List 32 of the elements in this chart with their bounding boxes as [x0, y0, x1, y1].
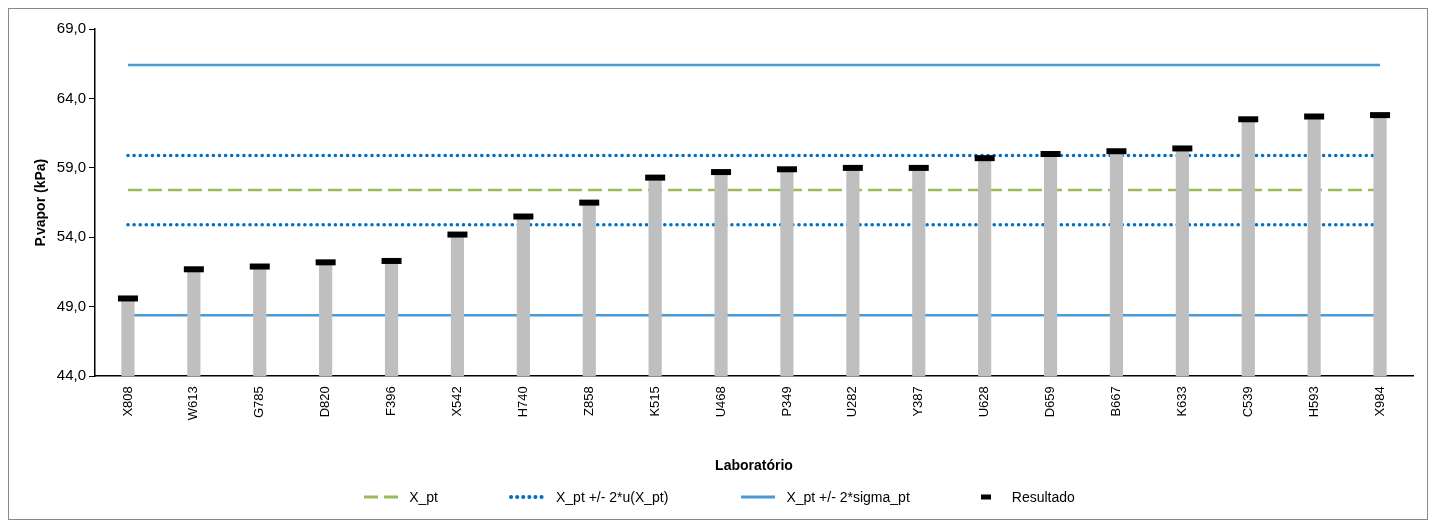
x-tick-label: H740: [514, 386, 530, 418]
legend-label: X_pt: [409, 489, 438, 505]
x-tick-label: D820: [317, 386, 333, 418]
x-tick-label: Z858: [580, 386, 596, 416]
x-tick-label: B667: [1108, 386, 1124, 417]
y-tick-label: 44,0: [56, 366, 86, 384]
x-tick-label: U282: [844, 386, 860, 418]
x-tick-label: K633: [1173, 386, 1189, 417]
x-tick-label: C539: [1239, 386, 1255, 418]
x-tick-label: U628: [976, 386, 992, 418]
y-axis-title: P.vapor (kPa): [32, 158, 49, 247]
x-tick-label: K515: [646, 386, 662, 417]
x-tick-label: W613: [185, 386, 201, 421]
x-tick-label: U468: [712, 386, 728, 418]
x-tick-label: F396: [383, 386, 399, 416]
y-tick-label: 54,0: [56, 227, 86, 245]
legend-label: X_pt +/- 2*sigma_pt: [786, 489, 910, 505]
x-tick-label: D659: [1042, 386, 1058, 418]
x-tick-label: H593: [1305, 386, 1321, 418]
y-tick-label: 59,0: [56, 158, 86, 176]
x-tick-label: X542: [449, 386, 465, 417]
x-tick-label: X984: [1371, 386, 1387, 417]
x-tick-label: G785: [251, 386, 267, 419]
x-tick-label: P349: [778, 386, 794, 417]
y-tick-label: 64,0: [56, 88, 86, 106]
y-tick-label: 49,0: [56, 296, 86, 314]
x-tick-label: X808: [119, 386, 135, 417]
x-tick-label: Y387: [910, 386, 926, 417]
legend-label: X_pt +/- 2*u(X_pt): [555, 489, 669, 505]
legend-label: Resultado: [1011, 489, 1075, 505]
x-axis-title: Laboratório: [715, 457, 793, 474]
y-tick-label: 69,0: [56, 19, 86, 37]
